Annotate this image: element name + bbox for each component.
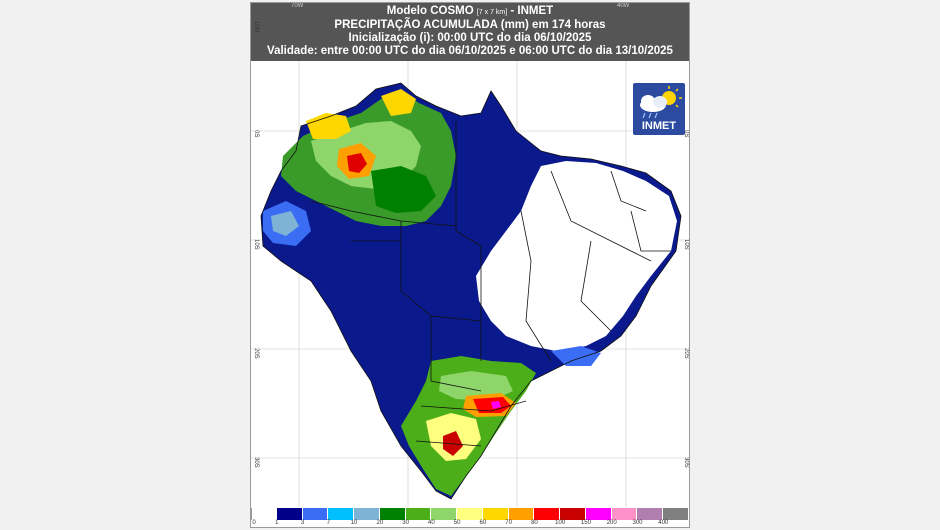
inmet-logo: INMET [633,83,685,135]
north-yellow-patch-2 [381,89,416,116]
legend-swatch [457,508,483,520]
legend-swatch [534,508,561,520]
legend-label: 80 [531,520,538,526]
lon-label-40w: 40W [617,3,630,9]
dry-region [476,161,677,351]
map-panel: 70W 40W Modelo COSMO [7 x 7 km] - INMET … [250,2,690,528]
legend-swatch [663,508,689,520]
west-cyan [271,211,299,236]
legend-label: 7 [326,520,330,526]
legend-swatch [405,508,432,520]
legend-swatch [508,508,535,520]
legend-label: 10 [350,520,358,526]
logo-text: INMET [641,120,677,132]
sun-cloud-rain-icon [640,86,682,119]
legend-label: 40 [428,520,435,526]
legend-label: 0 [252,520,256,526]
legend-label: 1 [275,520,279,526]
legend-swatch [482,508,509,520]
map-header: 70W 40W Modelo COSMO [7 x 7 km] - INMET … [251,3,689,61]
state-borders [260,82,682,500]
validity-period: Validade: entre 00:00 UTC do dia 06/10/2… [267,45,673,57]
model-name: Modelo COSMO [386,5,474,17]
legend-label: 50 [453,520,461,526]
legend-swatch [585,508,612,520]
lat-label-left-1: 10N [253,21,259,33]
north-red-core [347,153,367,173]
legend-swatch [431,508,458,520]
legend-swatch [611,508,638,520]
legend-swatch [354,508,380,520]
legend-label: 60 [479,520,487,526]
legend-swatch [302,508,329,520]
product-title: PRECIPITAÇÃO ACUMULADA (mm) em 174 horas [334,19,606,31]
legend-label: 30 [402,520,409,526]
legend-label: 3 [300,520,305,526]
legend-swatch [276,508,303,520]
model-resolution: [7 x 7 km] [476,9,508,16]
legend-swatch [560,508,586,520]
legend-swatch [379,508,406,520]
init-time: Inicialização (i): 00:00 UTC do dia 06/1… [348,32,592,44]
north-dark-green [371,166,436,213]
legend-label: 300 [632,520,643,526]
legend-label: 400 [658,520,669,526]
south-magenta-core [491,401,501,409]
precipitation-legend: 0 1 3 7 10 20 30 40 50 60 70 80 100 150 200 300 400 [251,508,689,527]
legend-swatch [637,508,664,520]
legend-label: 100 [555,520,566,526]
legend-swatch [328,508,355,520]
model-title: Modelo COSMO [7 x 7 km] - INMET [251,5,689,19]
legend-label: 70 [505,520,512,526]
south-light-green [439,371,513,401]
legend-swatch [251,508,277,520]
north-yellow-patch [306,113,351,139]
legend-label: 20 [376,520,384,526]
legend-label: 200 [606,520,617,526]
model-org: - INMET [510,5,554,17]
lon-label-70w: 70W [291,3,304,9]
southeast-cyan [551,346,601,366]
precipitation-map [251,61,689,507]
legend-label: 150 [580,520,591,526]
